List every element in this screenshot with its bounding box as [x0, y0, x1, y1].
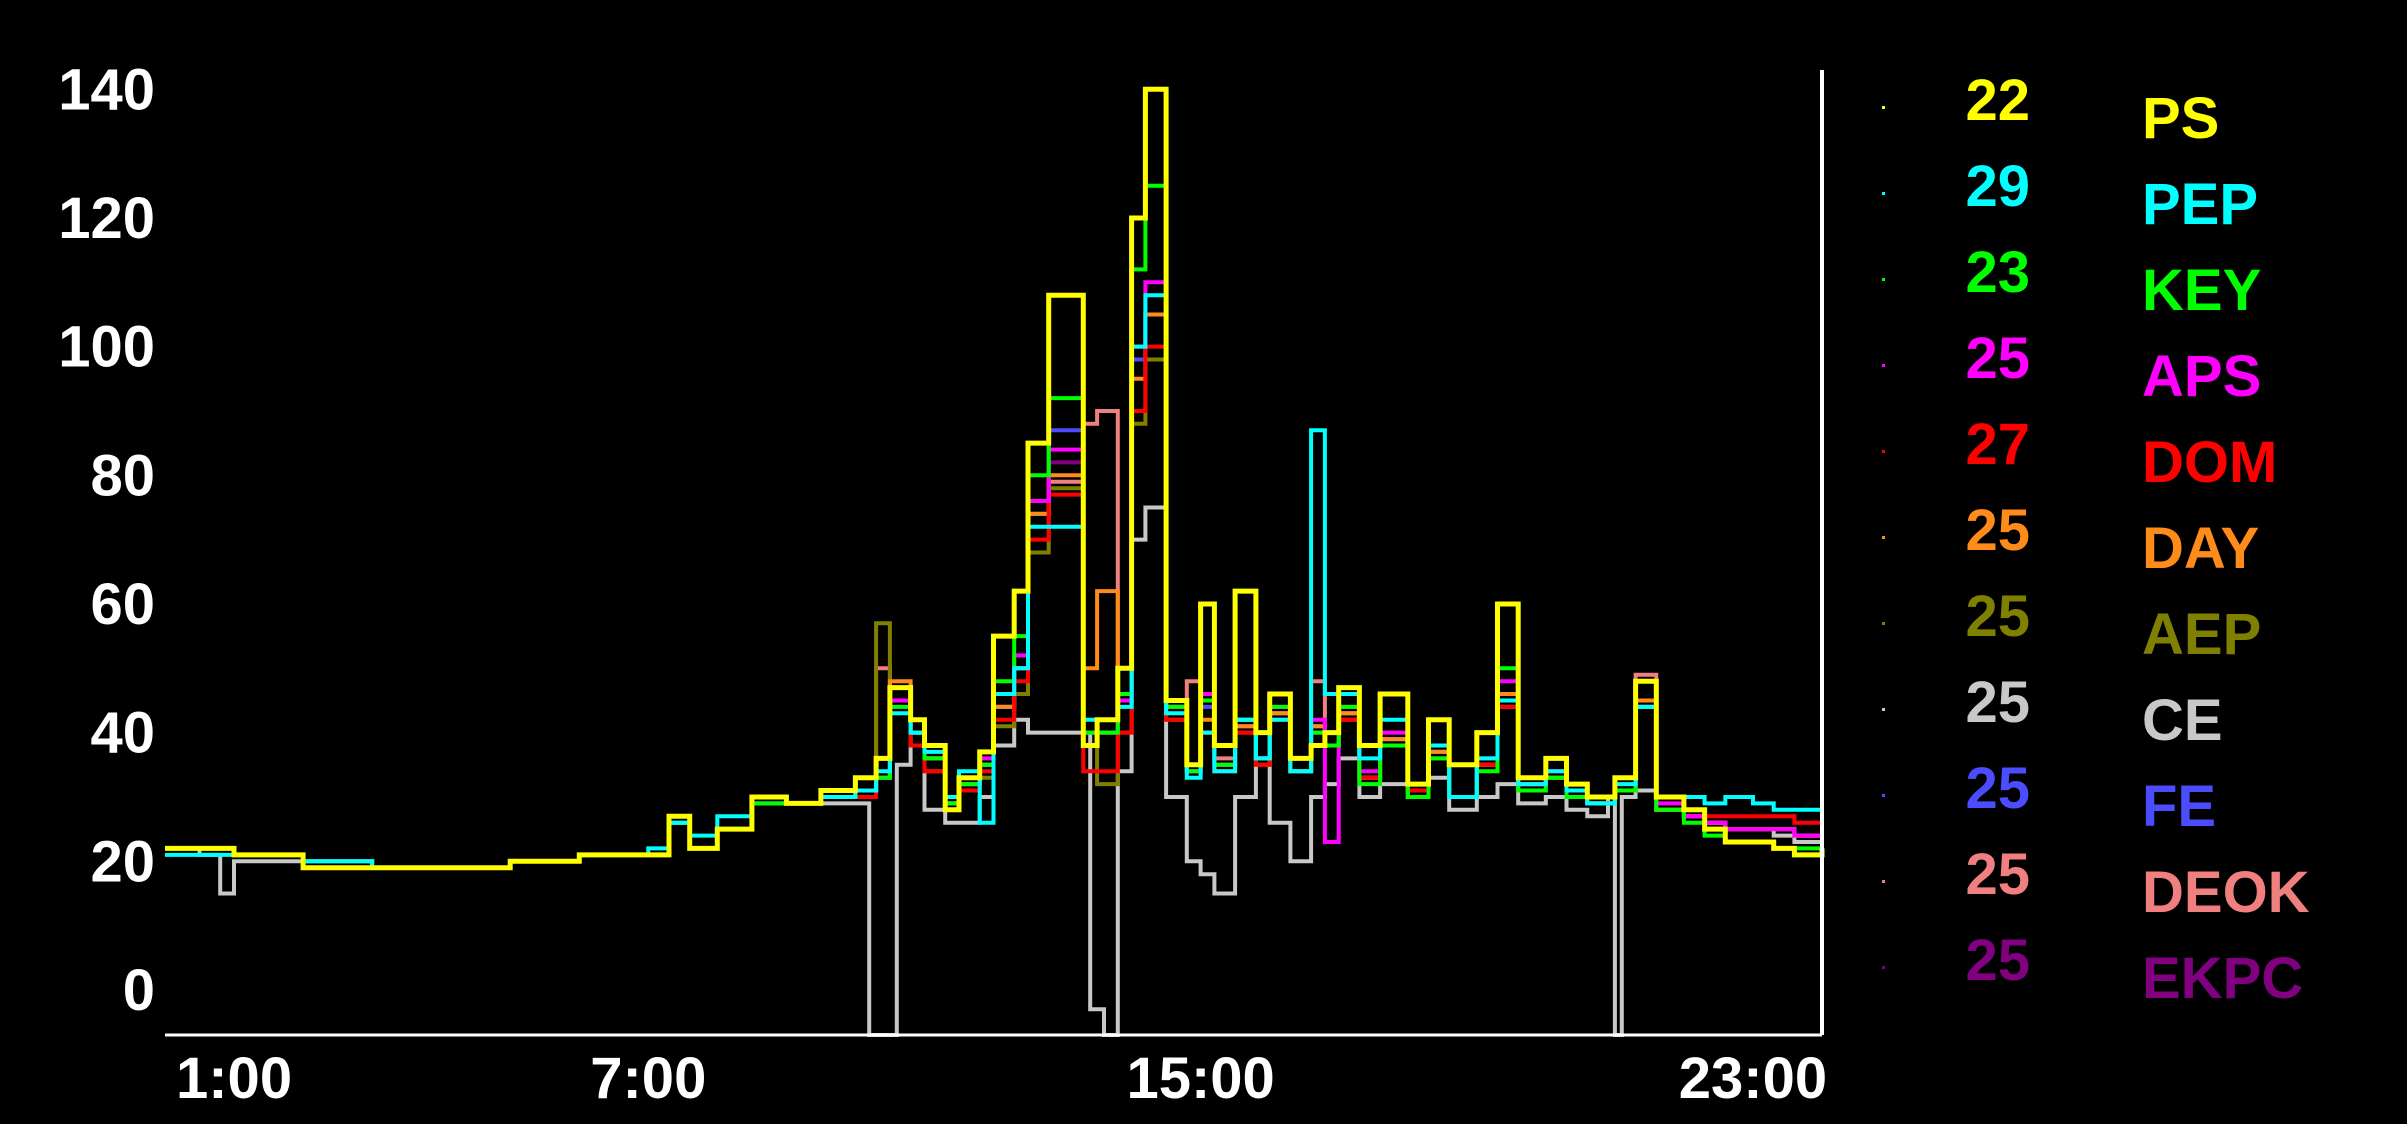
legend-value-ps: 22: [1965, 68, 2030, 133]
legend-value-aps: 25: [1965, 326, 2030, 391]
series-lines: [165, 86, 1825, 1037]
x-tick-label: 1:00: [176, 1046, 292, 1111]
legend-marker: [1882, 450, 1885, 453]
legend-marker: [1882, 192, 1885, 195]
legend-value-fe: 25: [1965, 756, 2030, 821]
legend-marker: [1882, 364, 1885, 367]
legend-name-aep: AEP: [2142, 602, 2261, 667]
legend-name-pep: PEP: [2142, 172, 2258, 237]
legend-value-aep: 25: [1965, 584, 2030, 649]
legend-name-fe: FE: [2142, 774, 2216, 839]
y-tick-label: 40: [90, 701, 155, 766]
y-tick-label: 100: [58, 315, 155, 380]
legend-name-ekpc: EKPC: [2142, 946, 2303, 1011]
legend-value-ce: 25: [1965, 670, 2030, 735]
legend-marker: [1882, 106, 1885, 109]
legend-value-day: 25: [1965, 498, 2030, 563]
legend-name-dom: DOM: [2142, 430, 2277, 495]
x-tick-label: 15:00: [1126, 1046, 1274, 1111]
legend-name-ce: CE: [2142, 688, 2223, 753]
legend-name-aps: APS: [2142, 344, 2261, 409]
y-tick-label: 60: [90, 572, 155, 637]
legend-name-deok: DEOK: [2142, 860, 2310, 925]
legend-value-key: 23: [1965, 240, 2030, 305]
legend-marker: [1882, 794, 1885, 797]
y-tick-label: 80: [90, 443, 155, 508]
y-tick-label: 20: [90, 829, 155, 894]
legend-name-key: KEY: [2142, 258, 2261, 323]
x-tick-label: 7:00: [590, 1046, 706, 1111]
legend-value-dom: 27: [1965, 412, 2030, 477]
legend-marker: [1882, 708, 1885, 711]
legend-value-deok: 25: [1965, 842, 2030, 907]
legend-marker: [1882, 880, 1885, 883]
x-axis: 1:00 7:00 15:00 23:00: [176, 1046, 1827, 1111]
legend-name-day: DAY: [2142, 516, 2259, 581]
legend-value-pep: 29: [1965, 154, 2030, 219]
legend-marker: [1882, 536, 1885, 539]
legend-marker: [1882, 622, 1885, 625]
x-tick-label: 23:00: [1679, 1046, 1827, 1111]
legend-value-ekpc: 25: [1965, 928, 2030, 993]
y-tick-label: 140: [58, 57, 155, 122]
series-line-ps: [165, 86, 1825, 871]
legend-marker: [1882, 966, 1885, 969]
y-tick-label: 0: [123, 958, 155, 1023]
y-axis: 0 20 40 60 80 100 120 140: [58, 57, 155, 1023]
legend-name-ps: PS: [2142, 86, 2219, 151]
y-tick-label: 120: [58, 186, 155, 251]
legend: 22 PS 29 PEP 23 KEY 25 APS 27 DOM 25 DAY 25 AEP 25 CE 25…: [1882, 68, 2310, 1011]
legend-marker: [1882, 278, 1885, 281]
